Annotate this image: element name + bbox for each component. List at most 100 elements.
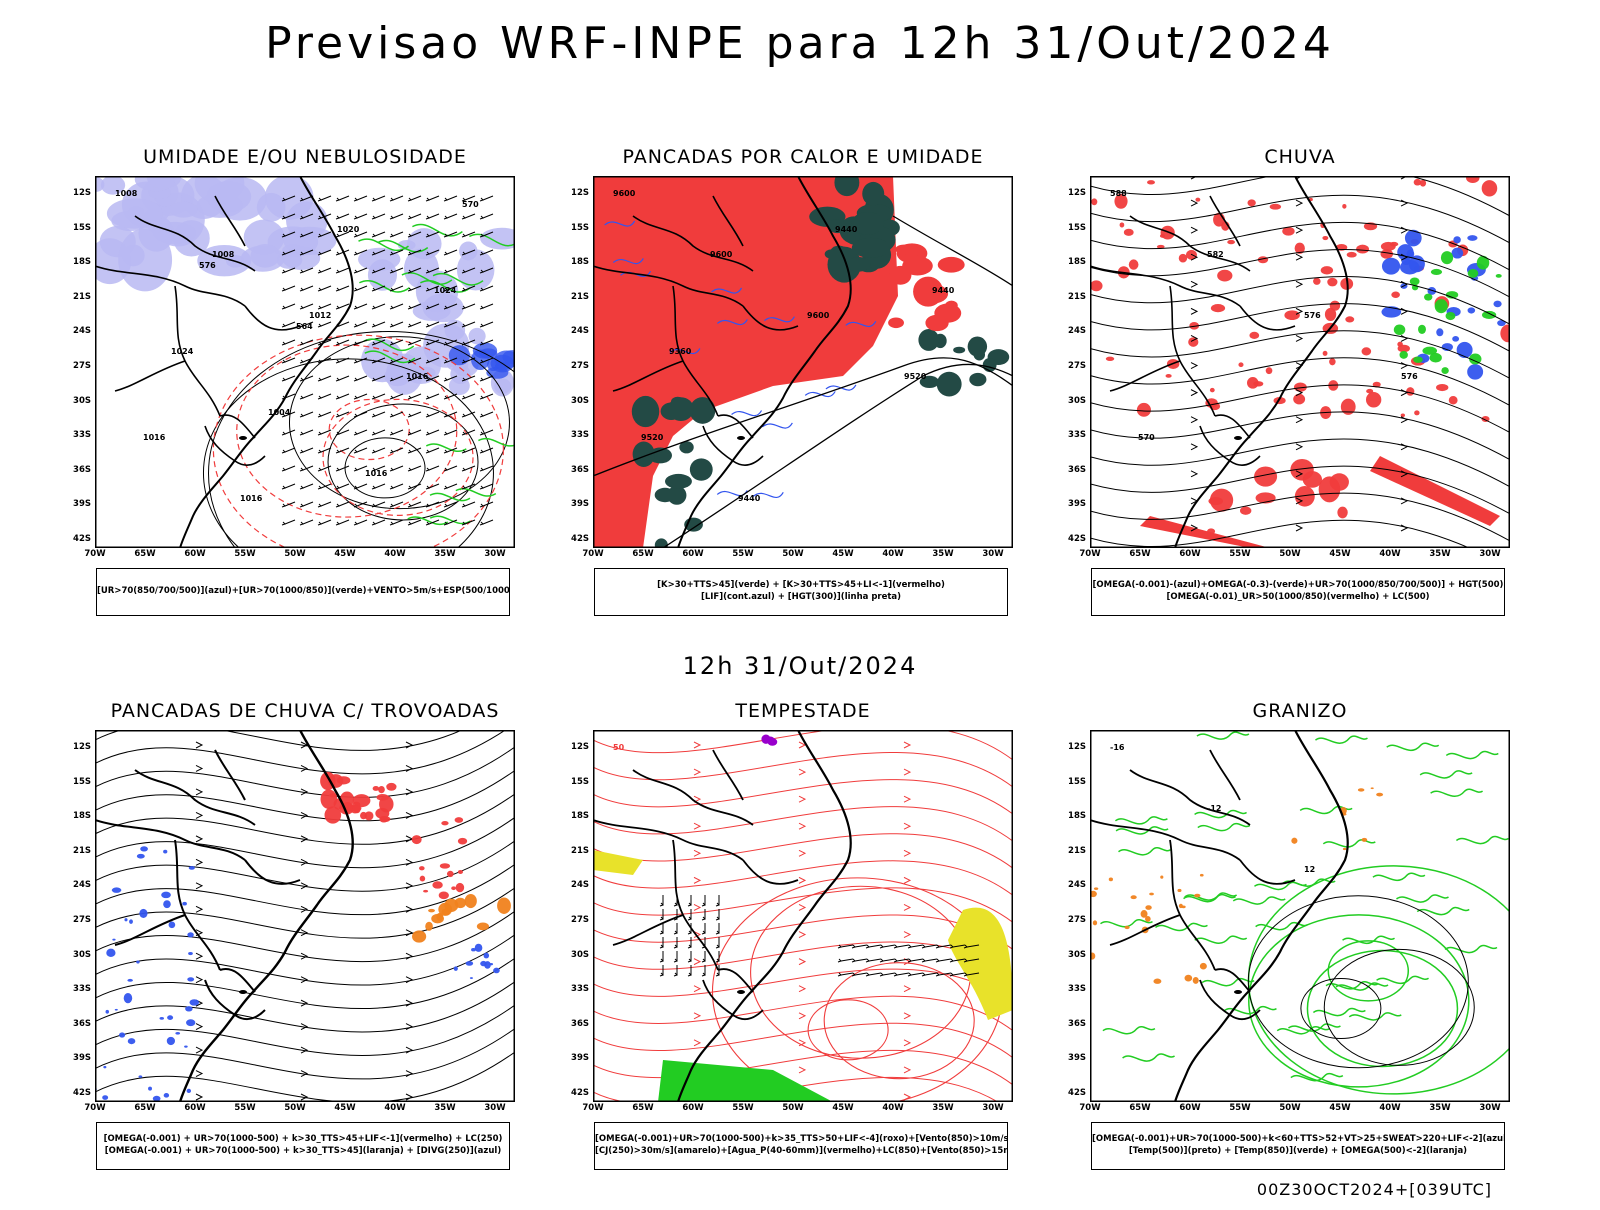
- lat-tick-label: 27S: [571, 915, 589, 925]
- forecast-time-label: 12h 31/Out/2024: [682, 652, 918, 680]
- main-title: Previsao WRF-INPE para 12h 31/Out/2024: [265, 18, 1335, 69]
- lon-tick-label: 60W: [184, 1103, 206, 1113]
- lat-tick-label: 15S: [1068, 776, 1086, 787]
- contour-label: 576: [199, 261, 216, 270]
- contour-label: 9440: [932, 286, 955, 295]
- lat-tick-label: 42S: [73, 534, 91, 544]
- lon-tick-label: 65W: [1129, 1103, 1151, 1113]
- legend-line: [Temp(500)](preto) + [Temp(850)](verde) …: [1128, 1146, 1468, 1156]
- lat-tick-label: 18S: [73, 257, 91, 268]
- lon-tick-label: 50W: [1279, 549, 1301, 559]
- panel-legend: [K>30+TTS>45](verde) + [K>30+TTS>45+LI<-…: [594, 568, 1008, 616]
- lon-tick-label: 50W: [782, 549, 804, 559]
- lat-tick-label: 42S: [1068, 1088, 1086, 1098]
- lon-tick-label: 45W: [1329, 1103, 1351, 1113]
- run-stamp: 00Z30OCT2024+[039UTC]: [1256, 1180, 1492, 1199]
- lon-tick-label: 40W: [1379, 549, 1401, 559]
- lat-tick-label: 42S: [571, 1088, 589, 1098]
- legend-line: [UR>70(850/700/500)](azul)+[UR>70(1000/8…: [97, 586, 509, 596]
- contour-label: 588: [1110, 189, 1127, 198]
- lon-tick-label: 55W: [732, 549, 754, 559]
- legend-line: [CJ(250)>30m/s](amarelo)+[Agua_P(40-60mm…: [595, 1146, 1007, 1156]
- lat-tick-label: 24S: [1068, 326, 1086, 337]
- panel-title: PANCADAS DE CHUVA C/ TROVOADAS: [110, 700, 500, 722]
- lon-tick-label: 60W: [682, 1103, 704, 1113]
- lat-tick-label: 18S: [1068, 811, 1086, 822]
- lon-tick-label: 70W: [582, 1103, 604, 1113]
- panel-pancadas-trovoadas: PANCADAS DE CHUVA C/ TROVOADAS 12S 15S 18S 2…: [55, 700, 555, 1210]
- lat-tick-label: 36S: [1068, 464, 1086, 475]
- legend-line: [OMEGA(-0.001) + UR>70(1000-500) + k>30_…: [104, 1146, 502, 1156]
- panel-legend: [OMEGA(-0.001)-(azul)+OMEGA(-0.3)-(verde…: [1091, 568, 1505, 616]
- lon-tick-label: 45W: [832, 1103, 854, 1113]
- contour-label: 1008: [115, 189, 138, 198]
- lon-tick-label: 50W: [1279, 1103, 1301, 1113]
- lat-tick-label: 12S: [73, 188, 91, 198]
- lon-tick-label: 55W: [234, 549, 256, 559]
- lon-tick-label: 50W: [284, 549, 306, 559]
- lon-tick-label: 30W: [982, 1103, 1004, 1113]
- lat-tick-label: 21S: [73, 291, 91, 302]
- lat-tick-label: 24S: [571, 326, 589, 337]
- lat-tick-label: 12S: [73, 742, 91, 752]
- contour-label: 9440: [835, 225, 858, 234]
- lon-tick-label: 30W: [1479, 549, 1501, 559]
- lat-tick-label: 39S: [73, 1053, 91, 1064]
- lat-tick-label: 15S: [571, 222, 589, 233]
- panel-title: UMIDADE E/OU NEBULOSIDADE: [143, 146, 467, 168]
- lon-tick-label: 30W: [1479, 1103, 1501, 1113]
- lon-tick-label: 40W: [1379, 1103, 1401, 1113]
- panel-legend: [UR>70(850/700/500)](azul)+[UR>70(1000/8…: [96, 568, 510, 616]
- panel-granizo: GRANIZO -16 -12 12 12S 15S 18S 21S 24S 27S 30S 33S 3…: [1050, 700, 1550, 1210]
- lon-tick-label: 35W: [932, 1103, 954, 1113]
- lon-tick-label: 45W: [832, 549, 854, 559]
- lon-tick-label: 35W: [1429, 1103, 1451, 1113]
- panel-title: CHUVA: [1264, 146, 1336, 168]
- lat-tick-label: 27S: [73, 915, 91, 925]
- lon-tick-label: 45W: [334, 549, 356, 559]
- lat-tick-label: 21S: [73, 845, 91, 856]
- lon-tick-label: 60W: [1179, 1103, 1201, 1113]
- lat-tick-label: 39S: [1068, 1053, 1086, 1064]
- lon-tick-label: 40W: [882, 1103, 904, 1113]
- contour-label: 576: [1304, 311, 1321, 320]
- lat-tick-label: 36S: [73, 1018, 91, 1029]
- lat-tick-label: 42S: [571, 534, 589, 544]
- lat-tick-label: 12S: [571, 742, 589, 752]
- lon-tick-label: 45W: [1329, 549, 1351, 559]
- lon-tick-label: 35W: [932, 549, 954, 559]
- lon-tick-label: 70W: [1079, 1103, 1101, 1113]
- lon-tick-label: 70W: [84, 549, 106, 559]
- lon-tick-label: 30W: [982, 549, 1004, 559]
- forecast-map: -16 -12 12: [1090, 730, 1510, 1102]
- panel-tempestade: TEMPESTADE 50 12S 15S 18S 21S 24S 27S 30S 33S 36S 3…: [553, 700, 1053, 1210]
- lon-tick-label: 55W: [234, 1103, 256, 1113]
- legend-line: [K>30+TTS>45](verde) + [K>30+TTS>45+LI<-…: [657, 580, 945, 590]
- lat-tick-label: 15S: [571, 776, 589, 787]
- lon-tick-label: 65W: [632, 549, 654, 559]
- lat-tick-label: 24S: [73, 326, 91, 337]
- legend-line: [OMEGA(-0.01)_UR>50(1000/850)(vermelho) …: [1166, 592, 1430, 602]
- legend-line: [OMEGA(-0.001)-(azul)+OMEGA(-0.3)-(verde…: [1092, 580, 1504, 590]
- lon-tick-label: 35W: [434, 549, 456, 559]
- lon-tick-label: 40W: [882, 549, 904, 559]
- legend-line: [OMEGA(-0.001)+UR>70(1000-500)+k<60+TTS>…: [1092, 1134, 1504, 1144]
- lon-tick-label: 55W: [1229, 1103, 1251, 1113]
- contour-label: 1016: [240, 494, 263, 503]
- lat-tick-label: 18S: [571, 257, 589, 268]
- contour-label: 1016: [406, 372, 429, 381]
- lat-tick-label: 27S: [571, 361, 589, 371]
- contour-label: 1020: [337, 225, 360, 234]
- contour-label: -16: [1110, 743, 1125, 752]
- lon-tick-label: 55W: [732, 1103, 754, 1113]
- contour-label: 1004: [268, 408, 291, 417]
- lat-tick-label: 36S: [1068, 1018, 1086, 1029]
- contour-label: 1012: [309, 311, 331, 320]
- lat-tick-label: 33S: [571, 984, 589, 995]
- contour-label: 9520: [904, 372, 927, 381]
- forecast-map: 588 582 576 576 570: [1090, 176, 1510, 548]
- contour-label: 1016: [365, 469, 388, 478]
- lat-tick-label: 36S: [571, 464, 589, 475]
- lon-tick-label: 60W: [1179, 549, 1201, 559]
- contour-label: 1008: [212, 250, 235, 259]
